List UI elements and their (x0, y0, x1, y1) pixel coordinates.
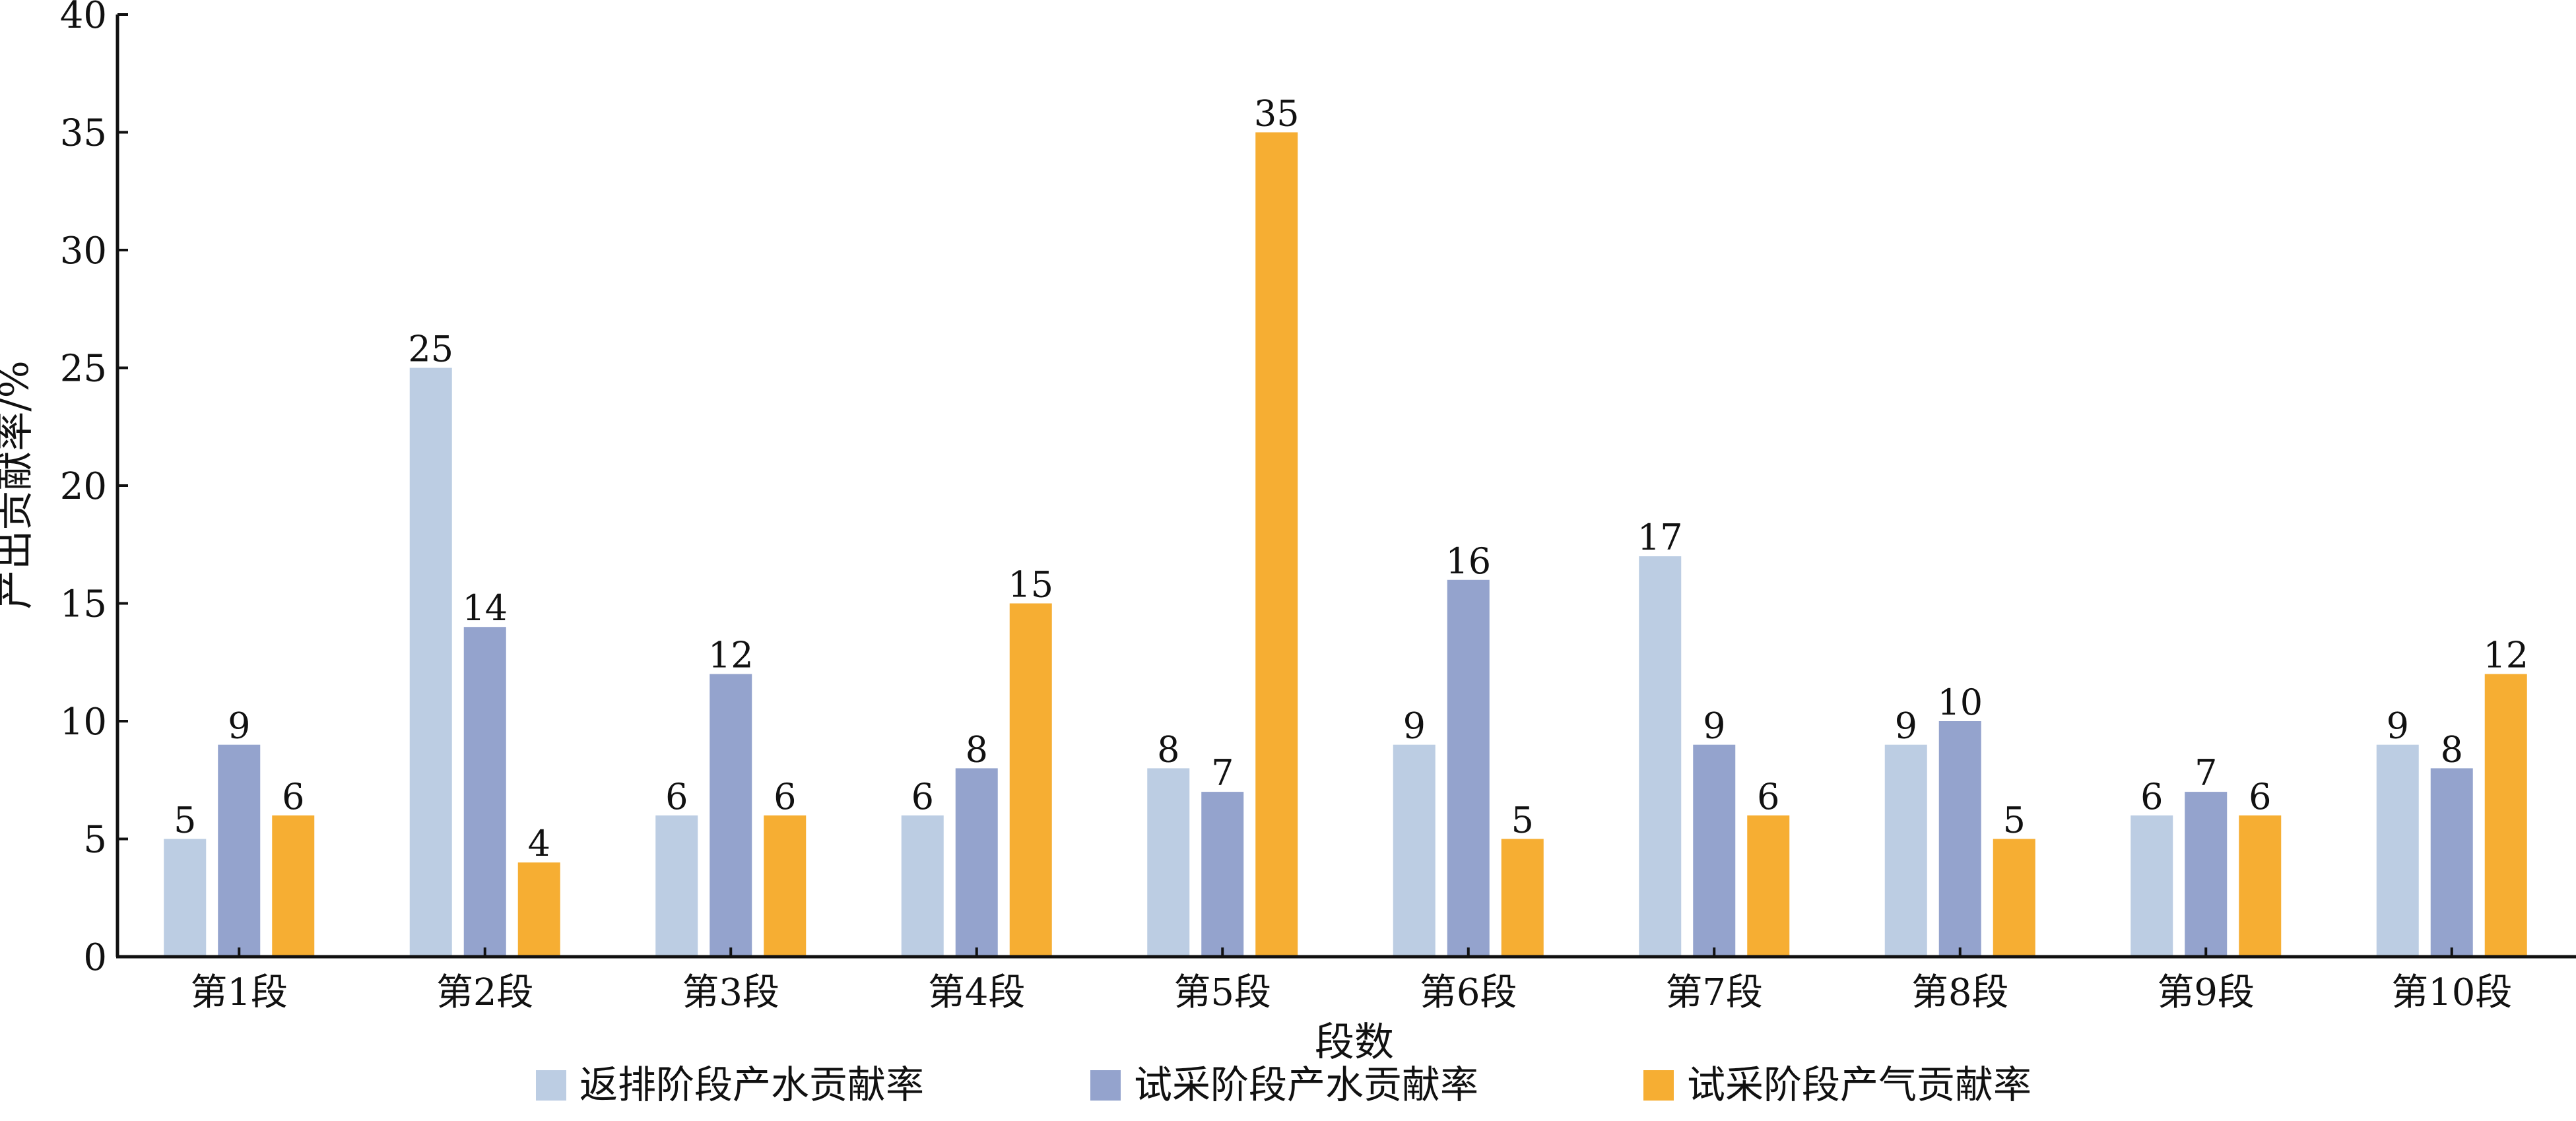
y-tick-label: 0 (83, 936, 107, 979)
bar-1-1 (164, 839, 207, 957)
data-label: 5 (174, 800, 196, 841)
bar-3-6 (1501, 839, 1544, 957)
x-tick-label: 第5段 (1173, 971, 1271, 1014)
bar-1-7 (1639, 556, 1682, 957)
bar-3-2 (517, 862, 560, 957)
data-label: 6 (911, 776, 934, 817)
bar-1-10 (2376, 744, 2419, 957)
bar-1-8 (1884, 744, 1927, 957)
data-label: 6 (2249, 776, 2271, 817)
legend: 返排阶段产水贡献率 试采阶段产水贡献率 试采阶段产气贡献率 (536, 1062, 2031, 1107)
x-axis-label: 段数 (1315, 1019, 1394, 1066)
bar-3-10 (2484, 674, 2527, 957)
bar-3-8 (1993, 839, 2035, 957)
y-tick-label: 5 (83, 819, 107, 862)
y-tick-label: 10 (60, 701, 107, 744)
x-ticks-layer: 第1段 第2段 第3段 第4段 第5段 第6段 第7段 第8段 第9段 第10段 (190, 947, 2512, 1014)
x-tick-label: 第4段 (928, 971, 1026, 1014)
bar-1-9 (2130, 815, 2173, 957)
data-label: 9 (2387, 705, 2409, 747)
data-label: 17 (1637, 517, 1683, 558)
legend-label: 返排阶段产水贡献率 (579, 1062, 924, 1107)
bar-2-10 (2430, 768, 2473, 957)
data-label: 6 (774, 776, 796, 817)
x-tick-label: 第9段 (2157, 971, 2255, 1014)
data-label: 6 (2140, 776, 2163, 817)
bar-1-6 (1393, 744, 1436, 957)
data-label: 12 (2483, 635, 2528, 676)
x-tick-label: 第2段 (436, 971, 534, 1014)
data-label: 12 (708, 635, 754, 676)
data-label: 7 (1211, 752, 1234, 794)
bars-layer (164, 132, 2527, 957)
data-label: 5 (2003, 800, 2026, 841)
data-label: 10 (1937, 682, 1983, 723)
data-label: 15 (1008, 564, 1053, 606)
legend-label: 试采阶段产水贡献率 (1134, 1062, 1478, 1107)
y-tick-label: 40 (60, 0, 107, 37)
data-label: 4 (528, 823, 550, 864)
legend-swatch (536, 1070, 566, 1101)
x-tick-label: 第3段 (682, 971, 779, 1014)
x-tick-label: 第10段 (2391, 971, 2512, 1014)
bar-1-4 (901, 815, 944, 957)
data-label: 9 (1703, 705, 1725, 747)
data-label: 6 (1757, 776, 1779, 817)
bar-2-8 (1938, 721, 1981, 957)
bar-3-3 (764, 815, 807, 957)
y-tick-label: 30 (60, 230, 107, 272)
data-label: 5 (1511, 800, 1534, 841)
data-label: 6 (282, 776, 304, 817)
x-tick-label: 第7段 (1665, 971, 1763, 1014)
bar-2-7 (1693, 744, 1736, 957)
y-axis-label: 产出贡献率/% (0, 360, 38, 609)
data-label: 8 (966, 728, 988, 770)
bar-1-2 (409, 368, 452, 957)
bar-2-2 (463, 627, 506, 957)
y-tick-label: 25 (60, 348, 107, 391)
bar-3-1 (272, 815, 315, 957)
data-label: 8 (2441, 728, 2463, 770)
legend-label: 试采阶段产气贡献率 (1687, 1062, 2031, 1107)
bar-2-5 (1201, 792, 1244, 957)
y-ticks-layer: 0 5 10 15 20 25 30 35 40 (60, 0, 128, 979)
data-label: 14 (462, 587, 508, 629)
legend-swatch (1643, 1070, 1674, 1101)
bar-2-3 (710, 674, 752, 957)
data-label: 7 (2195, 752, 2217, 794)
data-label: 9 (1895, 705, 1917, 747)
bar-2-6 (1447, 579, 1490, 957)
data-label: 8 (1157, 728, 1179, 770)
x-tick-label: 第8段 (1911, 971, 2009, 1014)
bar-1-5 (1147, 768, 1190, 957)
bar-3-7 (1747, 815, 1790, 957)
bar-2-1 (218, 744, 261, 957)
x-tick-label: 第6段 (1420, 971, 1517, 1014)
y-tick-label: 15 (60, 583, 107, 626)
data-label: 9 (1403, 705, 1426, 747)
bar-3-4 (1009, 603, 1052, 957)
data-label: 25 (408, 329, 453, 370)
bar-2-9 (2185, 792, 2228, 957)
data-label: 16 (1445, 540, 1491, 582)
data-label: 9 (228, 705, 250, 747)
bar-3-5 (1255, 132, 1298, 957)
bar-1-3 (655, 815, 698, 957)
y-tick-label: 35 (60, 112, 107, 155)
legend-swatch (1090, 1070, 1121, 1101)
y-tick-label: 20 (60, 465, 107, 508)
data-label: 6 (665, 776, 688, 817)
bar-2-4 (955, 768, 998, 957)
bar-3-9 (2239, 815, 2282, 957)
x-tick-label: 第1段 (190, 971, 288, 1014)
data-label: 35 (1254, 93, 1300, 135)
